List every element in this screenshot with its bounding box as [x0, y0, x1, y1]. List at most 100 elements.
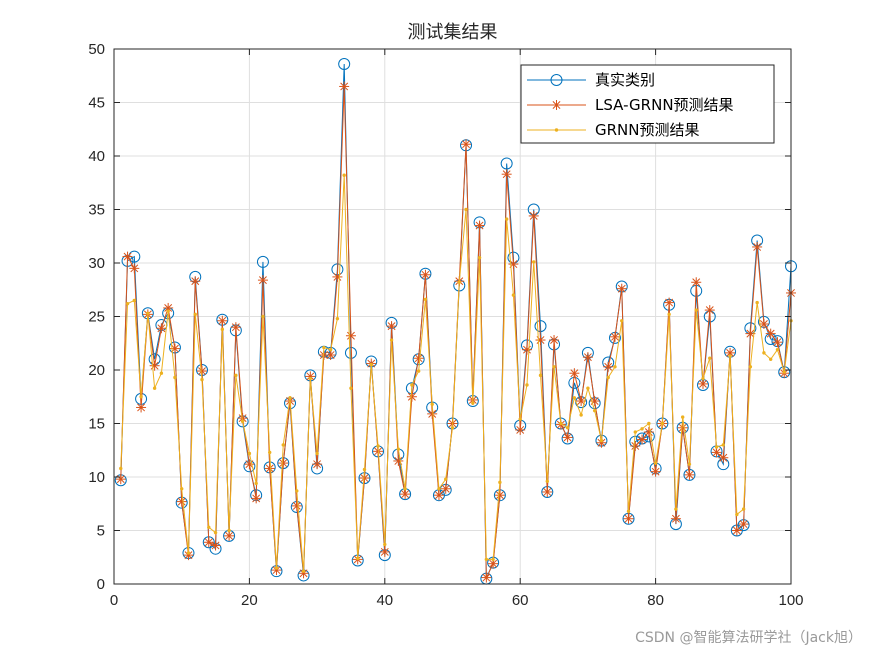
data-point	[261, 314, 265, 319]
data-point	[349, 386, 353, 390]
data-point	[518, 417, 522, 421]
data-point	[592, 408, 597, 413]
data-point	[748, 365, 753, 369]
data-point	[200, 377, 204, 382]
series-layer	[114, 57, 797, 585]
data-point	[775, 347, 780, 352]
data-point	[180, 487, 184, 491]
x-tick-label: 20	[241, 592, 258, 609]
data-point	[342, 173, 346, 177]
data-point	[491, 557, 495, 562]
data-point	[521, 344, 532, 355]
data-point	[356, 556, 360, 561]
data-point	[511, 293, 516, 297]
data-point	[369, 362, 373, 367]
legend-entry: GRNN预测结果	[527, 121, 700, 139]
data-point	[579, 413, 583, 417]
legend-entry: LSA-GRNN预测结果	[527, 96, 734, 114]
data-point	[569, 368, 580, 379]
data-point	[406, 391, 417, 402]
data-point	[389, 338, 394, 342]
data-point	[376, 444, 380, 448]
data-point	[278, 458, 289, 469]
data-point	[251, 493, 262, 504]
watermark: CSDN @智能算法研学社（Jack旭）	[635, 630, 862, 646]
data-point	[735, 512, 739, 517]
data-point	[393, 455, 404, 466]
legend-entry: 真实类别	[527, 71, 655, 89]
legend: 真实类别 LSA-GRNN预测结果 GRNN预测结果	[520, 64, 775, 144]
data-point	[176, 496, 187, 507]
data-point	[308, 376, 313, 381]
x-tick-label: 60	[512, 592, 529, 609]
data-point	[697, 378, 708, 389]
data-point	[704, 305, 715, 316]
data-point	[650, 466, 661, 477]
data-point	[643, 427, 654, 438]
data-point	[623, 513, 634, 524]
data-point	[240, 419, 245, 424]
data-point	[528, 210, 539, 221]
data-point	[538, 373, 543, 378]
data-point	[295, 489, 299, 493]
data-point	[549, 335, 560, 346]
data-point	[119, 466, 123, 471]
data-point	[603, 361, 614, 372]
data-point	[268, 450, 272, 455]
data-point	[653, 461, 658, 465]
data-point	[274, 566, 279, 570]
data-point	[576, 396, 587, 407]
legend-label: LSA-GRNN预测结果	[595, 96, 734, 114]
data-point	[481, 572, 492, 583]
data-point	[647, 421, 651, 426]
data-point	[768, 357, 773, 361]
data-point	[332, 271, 343, 282]
data-point	[430, 402, 434, 406]
data-point	[403, 487, 407, 491]
data-point	[640, 427, 644, 431]
data-point	[139, 395, 143, 399]
x-tick-label: 100	[778, 592, 803, 609]
data-point	[684, 469, 695, 480]
data-point	[498, 480, 502, 485]
data-point	[718, 452, 729, 463]
data-point	[413, 353, 424, 364]
data-point	[728, 354, 732, 358]
data-point	[691, 277, 702, 288]
data-point	[731, 525, 742, 536]
data-point	[494, 490, 505, 501]
legend-marker	[551, 100, 562, 110]
data-point	[500, 157, 513, 170]
data-point	[532, 260, 536, 264]
data-point	[132, 298, 137, 303]
data-point	[609, 331, 620, 342]
data-point	[437, 487, 441, 491]
data-point	[315, 451, 319, 456]
data-point	[163, 302, 174, 313]
data-point	[410, 383, 414, 387]
data-point	[301, 569, 306, 573]
data-point	[416, 369, 421, 373]
data-point	[721, 443, 725, 447]
data-point	[613, 365, 617, 369]
data-point	[752, 241, 763, 252]
data-point	[362, 467, 367, 472]
data-point	[220, 327, 225, 332]
legend-label: GRNN预测结果	[595, 121, 700, 139]
data-point	[328, 347, 333, 352]
data-point	[714, 445, 719, 449]
data-point	[694, 308, 698, 312]
data-point	[197, 366, 208, 377]
data-point	[281, 443, 285, 447]
ticks: 0 20 40 60 80 100 0 5 10 15 20 25 30 35 40 45 50	[88, 41, 803, 609]
data-point	[660, 421, 665, 426]
data-point	[582, 352, 593, 363]
data-point	[674, 507, 678, 511]
data-point	[256, 255, 269, 268]
data-point	[545, 479, 549, 483]
data-point	[122, 251, 133, 262]
data-point	[379, 546, 390, 557]
data-point	[396, 447, 401, 451]
data-point	[115, 474, 126, 485]
